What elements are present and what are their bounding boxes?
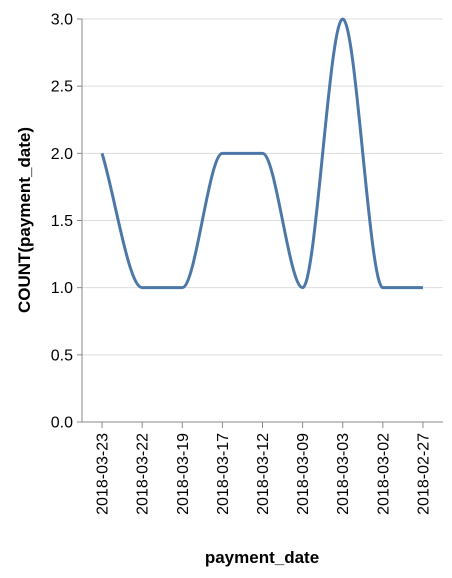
x-tick-label: 2018-03-23 bbox=[95, 433, 112, 515]
x-axis-title: payment_date bbox=[205, 548, 319, 567]
x-tick-label: 2018-03-22 bbox=[135, 433, 152, 515]
y-tick-label: 2.5 bbox=[51, 79, 73, 96]
x-tick-label: 2018-03-09 bbox=[295, 433, 312, 515]
y-axis: 0.0 0.5 1.0 1.5 2.0 2.5 3.0 bbox=[51, 12, 83, 432]
x-tick-label: 2018-03-02 bbox=[375, 433, 392, 515]
y-tick-label: 2.0 bbox=[51, 146, 73, 163]
x-tick-label: 2018-02-27 bbox=[415, 433, 432, 515]
x-axis: 2018-03-23 2018-03-22 2018-03-19 2018-03-17… bbox=[82, 421, 443, 515]
y-tick-label: 1.5 bbox=[51, 213, 73, 230]
y-tick-label: 3.0 bbox=[51, 12, 73, 29]
y-tick-label: 0.5 bbox=[51, 347, 73, 364]
x-tick-label: 2018-03-03 bbox=[335, 433, 352, 515]
y-tick-label: 0.0 bbox=[51, 415, 73, 432]
x-tick-label: 2018-03-17 bbox=[215, 433, 232, 515]
y-tick-label: 1.0 bbox=[51, 280, 73, 297]
y-axis-title: COUNT(payment_date) bbox=[15, 127, 34, 313]
x-tick-label: 2018-03-12 bbox=[255, 433, 272, 515]
series-line bbox=[100, 17, 423, 290]
grid-lines bbox=[82, 18, 443, 423]
x-tick-label: 2018-03-19 bbox=[175, 433, 192, 515]
